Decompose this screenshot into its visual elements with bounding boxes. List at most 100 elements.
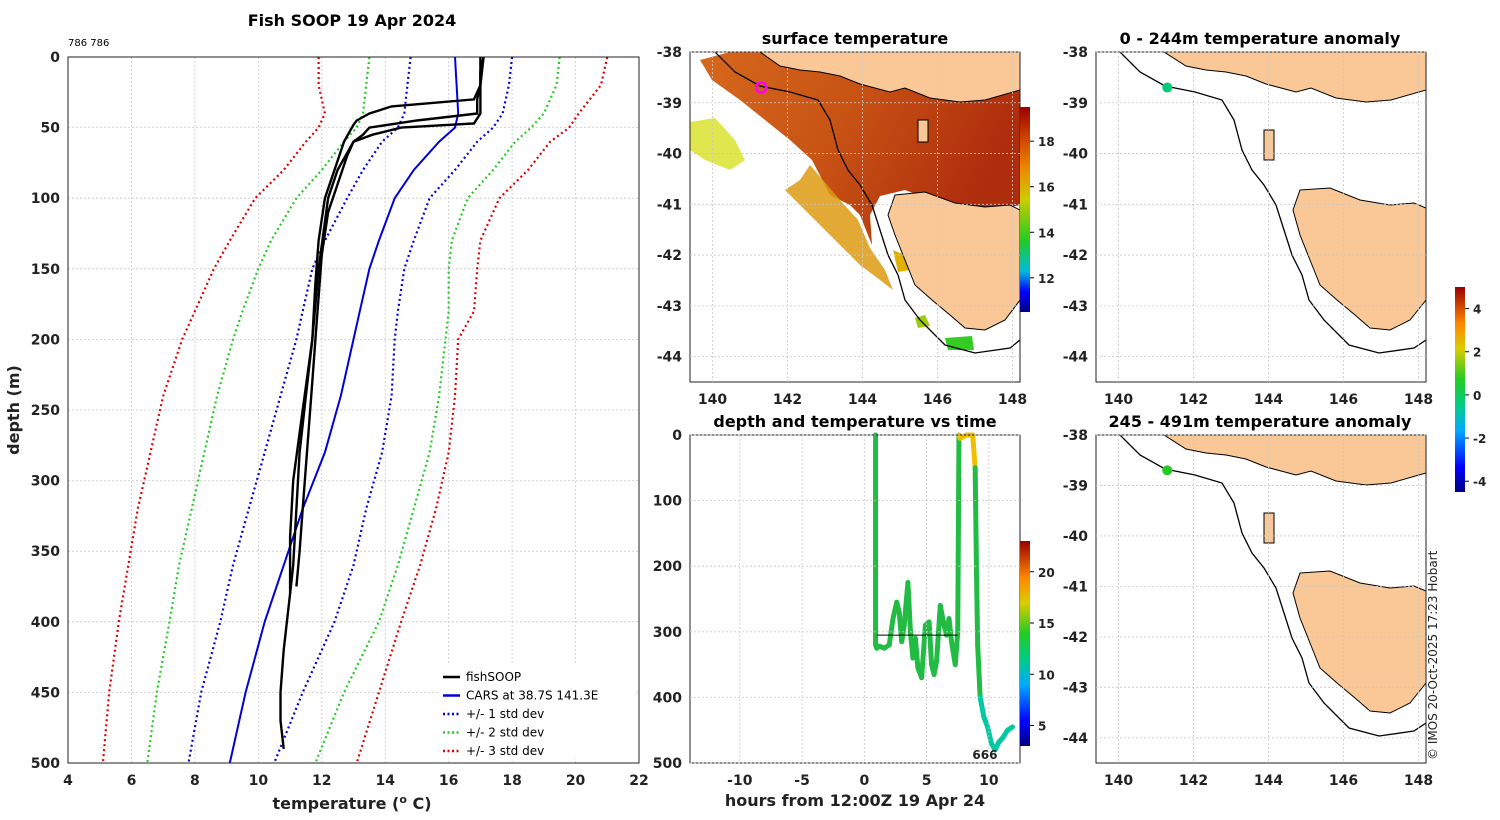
track-segment (970, 432, 978, 471)
depth-time-xtick-label: -10 (727, 773, 753, 789)
track-segment (973, 563, 981, 648)
anomaly-0-244-shelf-contour (1119, 52, 1426, 354)
profile-ytick-label: 400 (31, 615, 60, 631)
profile-xtick-label: 16 (439, 773, 458, 789)
anomaly-0-244-xtick-label: 146 (1329, 392, 1358, 408)
sst-field-west (690, 118, 745, 170)
fishsoop-profile-line (295, 57, 482, 587)
depth-time-xtick-label: -5 (794, 773, 810, 789)
depth-time-colorbar-tick-label: 10 (1038, 668, 1055, 682)
surface-map-xtick-label: 144 (848, 392, 877, 408)
anomaly-245-491-ytick-label: -43 (1063, 680, 1088, 696)
profile-xtick-label: 22 (629, 773, 648, 789)
anomaly-0-244-xtick-label: 140 (1104, 392, 1133, 408)
legend-label: CARS at 38.7S 141.3E (466, 689, 598, 703)
anomaly-245-491-xtick-label: 140 (1104, 773, 1133, 789)
anomaly-0-244-xtick-label: 144 (1254, 392, 1283, 408)
anomaly-245-491-ytick-label: -38 (1063, 428, 1088, 444)
surface-temperature-panel: surface temperature 140 142 144 146 148 -38 -3… (657, 29, 1055, 408)
surface-map-xtick-label: 142 (773, 392, 802, 408)
legend-label: fishSOOP (466, 670, 521, 684)
fishsoop-profile-line (279, 56, 485, 750)
surface-map-ytick-label: -44 (657, 350, 683, 366)
anomaly-245-491-ytick-label: -40 (1063, 529, 1089, 545)
depth-time-xlabel: hours from 12:00Z 19 Apr 24 (725, 791, 985, 810)
track-segment (919, 622, 928, 681)
track-segment (937, 603, 947, 628)
profile-ytick-label: 100 (31, 191, 60, 207)
profile-ytick-label: 450 (31, 685, 60, 701)
depth-time-xtick-label: 10 (979, 773, 999, 789)
track-segment (975, 642, 983, 700)
anomaly-245-491-shelf-contour (1119, 435, 1426, 737)
depth-time-ytick-label: 0 (672, 428, 682, 444)
profile-ytick-label: 150 (31, 262, 60, 278)
anomaly-0-244-ytick-label: -41 (1063, 197, 1088, 213)
depth-time-xtick-label: 5 (922, 773, 932, 789)
anomaly-245-491-ytick-label: -39 (1063, 478, 1088, 494)
profile-std-bands (101, 56, 609, 764)
legend-box (438, 663, 634, 758)
depth-time-annotation: 666 (972, 748, 997, 762)
sst-field-warm (700, 52, 1020, 245)
anomaly-0-244-king-island (1263, 129, 1275, 161)
anomaly-0-244-ytick-label: -39 (1063, 96, 1088, 112)
depth-time-colorbar (1020, 541, 1030, 746)
surface-colorbar (1020, 107, 1030, 312)
legend-label: +/- 3 std dev (466, 744, 544, 758)
track-segment (977, 694, 987, 720)
anomaly-245-491-king-island (1263, 512, 1275, 544)
profile-xtick-label: 18 (502, 773, 521, 789)
anomaly-245-491-title: 245 - 491m temperature anomaly (1109, 412, 1412, 431)
surface-mainland (759, 52, 1020, 103)
anomaly-245-491-ytick-label: -41 (1063, 579, 1088, 595)
anomaly-colorbar-tick-label: -2 (1473, 432, 1486, 446)
surface-map-ytick-label: -40 (657, 147, 683, 163)
profile-xlabel: temperature (o C) (272, 793, 431, 813)
depth-time-ytick-label: 300 (653, 625, 682, 641)
std-band-left-line (187, 56, 412, 764)
anomaly-colorbar (1455, 287, 1465, 492)
anomaly-0-244-xtick-label: 142 (1179, 392, 1208, 408)
anomaly-0-244-xtick-label: 148 (1404, 392, 1433, 408)
profile-ytick-label: 200 (31, 332, 60, 348)
surface-shelf-contour (714, 52, 1020, 354)
depth-time-colorbar-tick-label: 20 (1038, 566, 1055, 580)
sst-field-patch (893, 250, 910, 272)
depth-time-panel: depth and temperature vs time -10 -5 0 5 100… (653, 412, 1055, 810)
anomaly-245-491-ytick-label: -42 (1063, 630, 1088, 646)
anomaly-0-244-title: 0 - 244m temperature anomaly (1120, 29, 1401, 48)
anomaly-colorbar-ticks: 4 2 0 -2 -4 (1465, 303, 1486, 489)
anomaly-0-244-ytick-label: -43 (1063, 299, 1088, 315)
profile-legend: fishSOOP CARS at 38.7S 141.3E +/- 1 std de… (438, 663, 634, 758)
anomaly-0-244-ytick-label: -42 (1063, 248, 1088, 264)
profile-xtick-label: 20 (566, 773, 586, 789)
profile-ytick-label: 300 (31, 474, 60, 490)
profile-ytick-label: 250 (31, 403, 60, 419)
track-segment (946, 616, 955, 645)
track-segment (912, 635, 921, 671)
fishsoop-profile-line (288, 56, 485, 594)
anomaly-245-491-xtick-label: 144 (1254, 773, 1283, 789)
track-segment (899, 622, 907, 645)
anomaly-0-244-mainland (1163, 52, 1426, 103)
profile-ytick-label: 500 (31, 756, 60, 772)
profile-ytick-label: 50 (41, 121, 61, 137)
anomaly-0-244-ytick-label: -40 (1063, 147, 1089, 163)
legend-label: +/- 2 std dev (466, 726, 544, 740)
surface-colorbar-tick-label: 14 (1038, 226, 1055, 240)
anomaly-245-491-ytick-label: -44 (1063, 731, 1089, 747)
anomaly-0-244-dot (1162, 82, 1173, 93)
surface-map-ticks: 140 142 144 146 148 -38 -39 -40 -41 -42 -43 -44 (657, 45, 1027, 408)
surface-map-xtick-label: 140 (698, 392, 727, 408)
depth-time-ytick-label: 100 (653, 494, 682, 510)
depth-time-colorbar-tick-label: 5 (1038, 720, 1046, 734)
anomaly-245-491-dot (1162, 465, 1173, 476)
profile-ticks: 4 6 8 10 12 14 16 18 20 22 0 50 100 150 200 250 300 350 40… (31, 50, 649, 789)
profile-ytick-label: 0 (50, 50, 60, 66)
depth-time-colorbar-tick-label: 15 (1038, 617, 1055, 631)
surface-king-island (917, 119, 929, 143)
anomaly-0-244-ticks: 140 142 144 146 148 -38 -39 -40 -41 -42 -43 -44 (1063, 45, 1433, 408)
